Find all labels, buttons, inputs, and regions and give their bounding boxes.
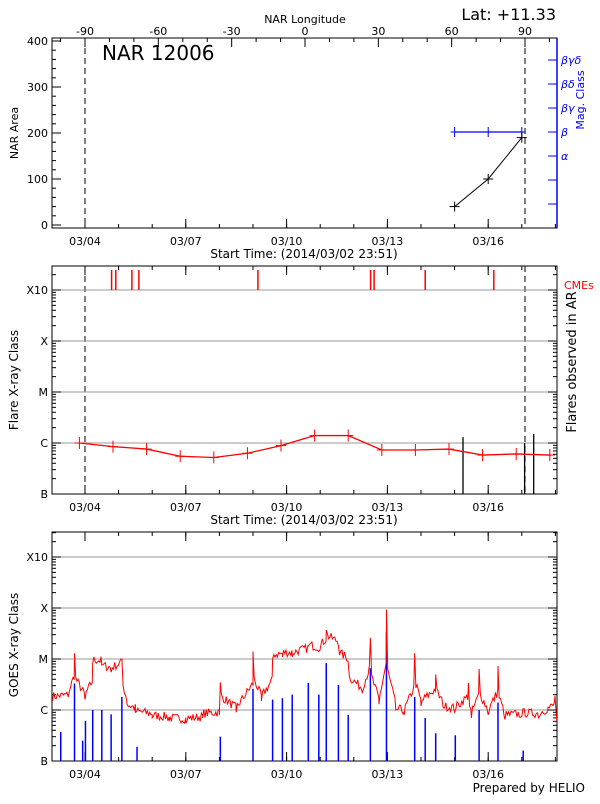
x-tick-label: 03/04 xyxy=(69,501,101,514)
x-tick-label: 03/07 xyxy=(170,501,202,514)
panel2-frame xyxy=(51,265,558,495)
y-tick-label: B xyxy=(40,488,48,501)
panel2-ylabel: Flare X-ray Class xyxy=(7,330,21,430)
y-tick-label: 200 xyxy=(27,127,48,140)
x-tick-label: 03/07 xyxy=(170,235,202,248)
y-tick-label: 300 xyxy=(27,81,48,94)
y-tick-label: X10 xyxy=(26,284,48,297)
x-tick-label: 03/10 xyxy=(271,501,303,514)
panel3-frame xyxy=(51,531,558,762)
mag-class-tick-label: βδ xyxy=(560,78,575,91)
flares-observed-label: Flares observed in AR xyxy=(565,291,580,432)
top-x-tick-label: -30 xyxy=(223,25,241,38)
y-tick-label: C xyxy=(40,437,48,450)
x-tick-label: 03/13 xyxy=(372,768,404,781)
y-tick-label: B xyxy=(40,755,48,768)
x-tick-label: 03/13 xyxy=(372,501,404,514)
prepared-by-footer: Prepared by HELIO xyxy=(473,781,585,795)
latitude-label: Lat: +11.33 xyxy=(461,5,556,24)
x-tick-label: 03/07 xyxy=(170,768,202,781)
top-x-tick-label: -60 xyxy=(149,25,167,38)
x-tick-label: 03/16 xyxy=(472,501,504,514)
top-x-tick-label: -90 xyxy=(76,25,94,38)
y-tick-label: X xyxy=(40,335,48,348)
y-tick-label: M xyxy=(39,653,49,666)
x-tick-label: 03/16 xyxy=(472,768,504,781)
y-tick-label: X10 xyxy=(26,551,48,564)
panel1-ylabel: NAR Area xyxy=(8,107,21,159)
panel3-ylabel: GOES X-ray Class xyxy=(7,593,21,697)
y-tick-label: X xyxy=(40,602,48,615)
mag-class-tick-label: β xyxy=(560,126,568,139)
top-axis-title: NAR Longitude xyxy=(264,13,346,26)
panel1-xlabel: Start Time: (2014/03/02 23:51) xyxy=(210,247,397,261)
x-tick-label: 03/10 xyxy=(271,768,303,781)
x-tick-label: 03/16 xyxy=(472,235,504,248)
x-tick-label: 03/10 xyxy=(271,235,303,248)
x-tick-label: 03/13 xyxy=(372,235,404,248)
top-x-tick-label: 30 xyxy=(371,25,385,38)
x-tick-label: 03/04 xyxy=(69,768,101,781)
y-tick-label: 0 xyxy=(41,219,48,232)
x-tick-label: 03/04 xyxy=(69,235,101,248)
goes-long-line xyxy=(52,609,558,725)
top-x-tick-label: 0 xyxy=(302,25,309,38)
panel2-xlabel: Start Time: (2014/03/02 23:51) xyxy=(210,513,397,527)
mag-class-tick-label: βγ xyxy=(560,102,575,115)
y-tick-label: C xyxy=(40,704,48,717)
top-x-tick-label: 60 xyxy=(445,25,459,38)
mag-class-tick-label: α xyxy=(561,150,569,163)
y-tick-label: M xyxy=(39,386,49,399)
cme-label: CMEs xyxy=(564,279,594,292)
y-tick-label: 100 xyxy=(27,173,48,186)
mag-class-tick-label: βγδ xyxy=(560,54,582,67)
mag-class-label: Mag. Class xyxy=(574,70,587,129)
y-tick-label: 400 xyxy=(27,35,48,48)
top-x-tick-label: 90 xyxy=(518,25,532,38)
